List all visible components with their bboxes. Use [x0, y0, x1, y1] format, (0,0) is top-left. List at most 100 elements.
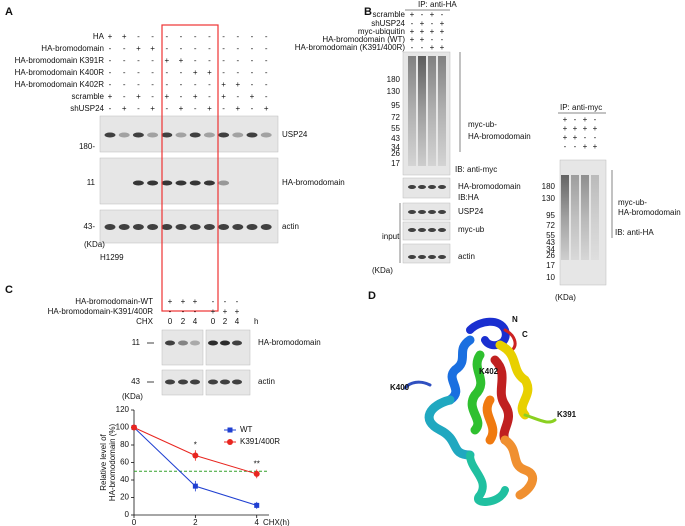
y-axis-label: HA-bromodomain (%): [108, 423, 117, 501]
y-axis-label: Relative level of: [99, 433, 108, 490]
sign: -: [194, 307, 197, 316]
sign: -: [165, 68, 168, 77]
band: [118, 132, 130, 138]
ip-label: IP: anti-HA: [418, 0, 457, 9]
sign: -: [137, 56, 140, 65]
sign: +: [410, 27, 415, 36]
residue-label: K391: [557, 410, 577, 419]
data-point: [192, 452, 199, 459]
sign: -: [236, 92, 239, 101]
band-label: HA-bromodomain: [468, 132, 531, 141]
band: [132, 224, 144, 230]
sign: -: [180, 32, 183, 41]
protein-structure: [403, 317, 557, 506]
mw-marker: 55: [546, 231, 555, 240]
mw-marker: 26: [546, 251, 555, 260]
mw-marker: 130: [387, 87, 401, 96]
mw-marker: 10: [546, 273, 555, 282]
band: [147, 180, 159, 186]
band: [260, 224, 272, 230]
sign: -: [208, 56, 211, 65]
sign: -: [165, 32, 168, 41]
legend-label: WT: [240, 425, 253, 434]
band: [418, 228, 426, 232]
y-tick-label: 40: [120, 475, 129, 484]
sign: +: [150, 44, 155, 53]
band: [438, 210, 446, 214]
sign: +: [193, 92, 198, 101]
band: [428, 228, 436, 232]
sign: +: [264, 104, 269, 113]
sign: -: [194, 80, 197, 89]
row-label: scramble: [72, 92, 105, 101]
blot: [205, 329, 251, 366]
unit-label: (KDa): [84, 240, 105, 249]
blot: [402, 177, 451, 199]
sign: -: [564, 142, 567, 151]
mw-marker: 130: [542, 194, 556, 203]
sign: -: [251, 68, 254, 77]
sign: +: [235, 80, 240, 89]
band: [428, 185, 436, 189]
band-label: myc-ub-: [468, 120, 497, 129]
band: [232, 340, 242, 346]
mw-marker: 43: [131, 377, 140, 386]
sign: +: [430, 43, 435, 52]
legend-label: K391/400R: [240, 437, 280, 446]
band: [428, 210, 436, 214]
band: [189, 224, 201, 230]
y-tick-label: 80: [120, 440, 129, 449]
sign: +: [221, 80, 226, 89]
sign: +: [235, 104, 240, 113]
smear: [428, 56, 436, 166]
sign: -: [594, 133, 597, 142]
sign: -: [182, 307, 185, 316]
sign: -: [236, 32, 239, 41]
mw-marker: 11: [132, 338, 141, 347]
sign: +: [122, 32, 127, 41]
sign: -: [574, 115, 577, 124]
blot-label: HA-bromodomain: [458, 182, 521, 191]
x-tick-label: 4: [255, 518, 260, 526]
sign: +: [108, 92, 113, 101]
sign: -: [123, 44, 126, 53]
row-label: HA-bromodomain (WT): [322, 35, 405, 44]
blot: [402, 202, 451, 221]
sign: -: [123, 92, 126, 101]
sign: -: [265, 80, 268, 89]
y-tick-label: 60: [120, 458, 129, 467]
row-label: HA-bromodomain-K391/400R: [48, 307, 154, 316]
band: [408, 185, 416, 189]
sign: -: [265, 92, 268, 101]
mw-marker: 55: [391, 124, 400, 133]
band: [218, 132, 230, 138]
sign: +: [122, 104, 127, 113]
x-tick-label: 0: [132, 518, 137, 526]
band: [408, 228, 416, 232]
y-tick-label: 100: [116, 423, 130, 432]
blot: [99, 157, 279, 205]
band: [232, 224, 244, 230]
band: [408, 210, 416, 214]
mw-marker: 43: [391, 134, 400, 143]
band: [189, 180, 201, 186]
sign: -: [421, 10, 424, 19]
band: [220, 379, 230, 385]
mw-marker: 43: [546, 238, 555, 247]
band: [161, 224, 173, 230]
sign: +: [223, 307, 228, 316]
blot-label: actin: [258, 377, 275, 386]
sign: -: [165, 80, 168, 89]
panel-label: D: [368, 290, 376, 302]
sign: +: [563, 115, 568, 124]
smear: [408, 56, 416, 166]
sign: 2: [181, 317, 186, 326]
sign: +: [193, 297, 198, 306]
blot-label: actin: [282, 222, 299, 231]
band: [246, 224, 258, 230]
sign: +: [164, 56, 169, 65]
significance: *: [194, 440, 197, 449]
sign: -: [222, 32, 225, 41]
sign: +: [410, 10, 415, 19]
